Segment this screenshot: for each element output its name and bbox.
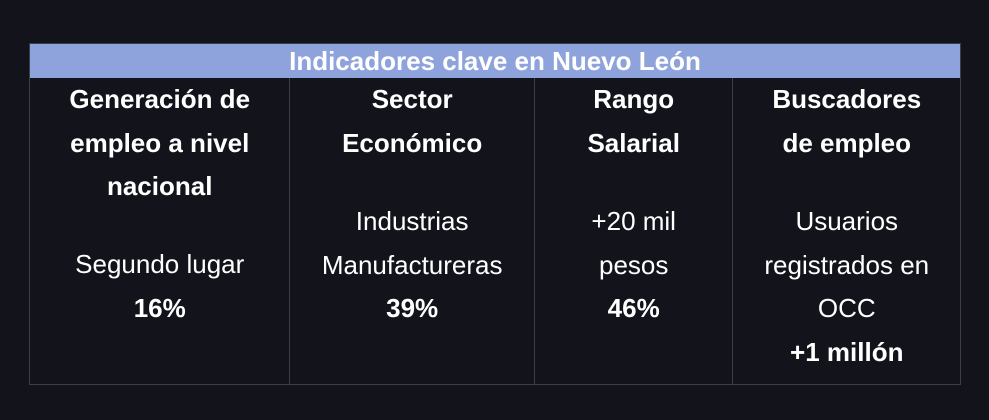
heading-line: nacional [106, 171, 213, 201]
column-heading: Rango Salarial [535, 78, 733, 165]
column-value: 16% [133, 292, 186, 323]
heading-line: Buscadores [772, 84, 922, 114]
column-generacion-empleo: Generación de empleo a nivel nacional Se… [30, 78, 291, 384]
body-line: Manufactureras [321, 249, 503, 280]
body-line: pesos [599, 249, 669, 280]
column-body: +20 mil pesos 46% [535, 200, 733, 331]
column-heading: Buscadores de empleo [733, 78, 960, 165]
heading-line: Económico [342, 127, 483, 158]
indicators-table: Indicadores clave en Nuevo León Generaci… [29, 43, 961, 385]
column-value: 39% [386, 293, 439, 323]
column-sector-economico: Sector Económico Industrias Manufacturer… [290, 78, 535, 384]
column-value: 46% [607, 293, 660, 323]
heading-line: empleo a nivel [70, 127, 250, 158]
column-heading: Generación de empleo a nivel nacional [30, 78, 289, 209]
heading-line: Sector [371, 84, 453, 114]
column-heading: Sector Económico [290, 78, 533, 165]
heading-line: Rango [593, 84, 675, 114]
body-line: Usuarios [795, 206, 899, 236]
column-rango-salarial: Rango Salarial +20 mil pesos 46% [535, 78, 734, 384]
table-columns: Generación de empleo a nivel nacional Se… [30, 78, 960, 384]
table-title: Indicadores clave en Nuevo León [30, 44, 960, 78]
column-body: Segundo lugar 16% [30, 243, 289, 330]
column-buscadores-empleo: Buscadores de empleo Usuarios registrado… [733, 78, 960, 384]
column-value: +1 millón [790, 336, 904, 367]
heading-line: Salarial [587, 127, 680, 158]
column-body: Usuarios registrados en OCC +1 millón [733, 200, 960, 374]
body-line: +20 mil [591, 206, 676, 236]
heading-line: de empleo [782, 127, 912, 158]
body-line: OCC [817, 293, 876, 323]
body-line: Industrias [355, 206, 469, 236]
body-line: registrados en [764, 249, 930, 280]
column-body: Industrias Manufactureras 39% [290, 200, 533, 331]
body-line: Segundo lugar [75, 249, 245, 279]
heading-line: Generación de [69, 84, 251, 114]
